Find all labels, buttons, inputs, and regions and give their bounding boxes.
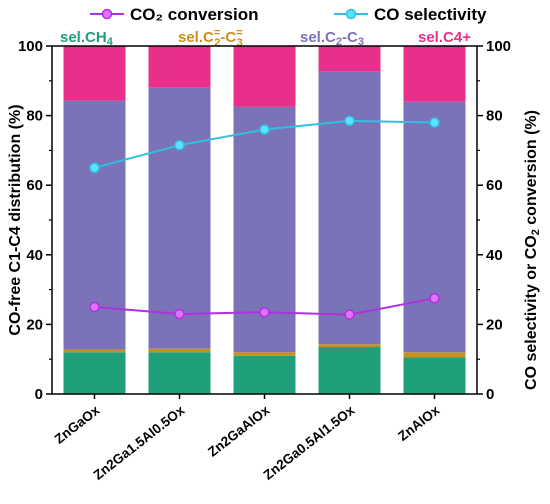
tick-label: 100 bbox=[18, 38, 43, 55]
legend-label-co2-conversion: CO₂ conversion bbox=[130, 5, 258, 24]
tick-label: 40 bbox=[26, 247, 43, 264]
tick-label: 80 bbox=[26, 108, 43, 125]
bar-segment bbox=[148, 46, 211, 88]
y-axis-left-title: CO-free C1-C4 distribution (%) bbox=[7, 104, 24, 335]
data-point bbox=[344, 309, 355, 320]
bar-segment bbox=[148, 87, 211, 349]
tick-label: 100 bbox=[486, 38, 511, 55]
legend-item-co-selectivity[interactable]: CO selectivity bbox=[334, 5, 487, 24]
bar-segment bbox=[318, 71, 381, 345]
bar-segment bbox=[233, 355, 296, 394]
tick-label: 0 bbox=[35, 386, 43, 403]
category-label: Zn2Ga1.5Al0.5Ox bbox=[91, 402, 188, 482]
bars bbox=[63, 46, 466, 394]
tick-label: 40 bbox=[486, 247, 503, 264]
category-label: ZnGaOx bbox=[52, 402, 103, 446]
data-point bbox=[429, 293, 440, 304]
right-axis: 0 20 40 60 80 100 bbox=[477, 38, 511, 403]
tick-label: 20 bbox=[26, 316, 43, 333]
legend-item-co2-conversion[interactable]: CO₂ conversion bbox=[90, 5, 258, 24]
series-label-c2-c3: sel.C2-C3 bbox=[300, 29, 364, 48]
data-point bbox=[89, 162, 100, 174]
series-label-ch4: sel.CH4 bbox=[60, 29, 114, 48]
bar-segment bbox=[403, 357, 466, 394]
data-point bbox=[259, 124, 270, 135]
data-point bbox=[89, 301, 100, 313]
category-label: Zn2Ga0.5Al1.5Ox bbox=[261, 402, 358, 482]
bar-segment bbox=[318, 344, 381, 348]
y-axis-right-title: CO selectivity or CO2 conversion (%) bbox=[523, 110, 542, 390]
tick-label: 60 bbox=[486, 177, 503, 194]
legend-marker-co-selectivity bbox=[345, 8, 357, 20]
bar-segment bbox=[403, 101, 466, 353]
bar-segment bbox=[233, 46, 296, 107]
data-point bbox=[174, 139, 185, 151]
data-point bbox=[344, 115, 355, 127]
bar-segment bbox=[63, 46, 126, 101]
bar-segment bbox=[233, 352, 296, 356]
bar-segment bbox=[318, 347, 381, 394]
tick-label: 20 bbox=[486, 316, 503, 333]
tick-label: 60 bbox=[26, 177, 43, 194]
data-point bbox=[429, 117, 440, 128]
legend: CO₂ conversion CO selectivity bbox=[90, 5, 487, 24]
legend-label-co-selectivity: CO selectivity bbox=[374, 5, 487, 24]
tick-label: 80 bbox=[486, 108, 503, 125]
data-point bbox=[174, 308, 185, 320]
data-point bbox=[259, 306, 270, 318]
series-label-c2-c3-olefins: sel.C= 2-C= 3 bbox=[178, 27, 243, 49]
series-labels: sel.CH4 sel.C= 2-C= 3 sel.C2-C3 sel.C4+ bbox=[60, 27, 471, 49]
bar-segment bbox=[403, 46, 466, 102]
series-label-c4plus: sel.C4+ bbox=[418, 29, 471, 46]
tick-label: 0 bbox=[486, 386, 494, 403]
legend-marker-co2-conversion bbox=[101, 8, 113, 20]
category-label: Zn2GaAlOx bbox=[205, 402, 273, 459]
lines bbox=[89, 115, 440, 320]
bar-segment bbox=[148, 352, 211, 394]
bar-segment bbox=[63, 349, 126, 353]
bar-segment bbox=[63, 352, 126, 394]
bar-segment bbox=[403, 352, 466, 358]
bar-segment bbox=[148, 348, 211, 353]
bar-segment bbox=[318, 46, 381, 72]
category-label: ZnAlOx bbox=[395, 402, 442, 444]
left-axis: 0 20 40 60 80 100 bbox=[18, 38, 52, 403]
